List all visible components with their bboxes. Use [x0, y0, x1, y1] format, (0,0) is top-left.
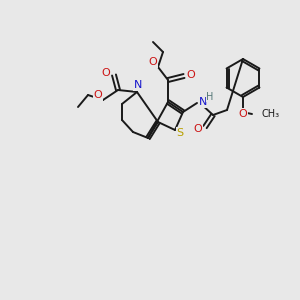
Text: O: O: [194, 124, 202, 134]
Text: O: O: [238, 109, 247, 119]
Text: O: O: [102, 68, 110, 78]
Text: O: O: [187, 70, 195, 80]
Text: N: N: [134, 80, 142, 90]
Text: O: O: [148, 57, 158, 67]
Text: S: S: [176, 128, 184, 138]
Text: CH₃: CH₃: [262, 109, 280, 119]
Text: H: H: [206, 92, 214, 102]
Text: O: O: [94, 90, 102, 100]
Text: N: N: [199, 97, 207, 107]
